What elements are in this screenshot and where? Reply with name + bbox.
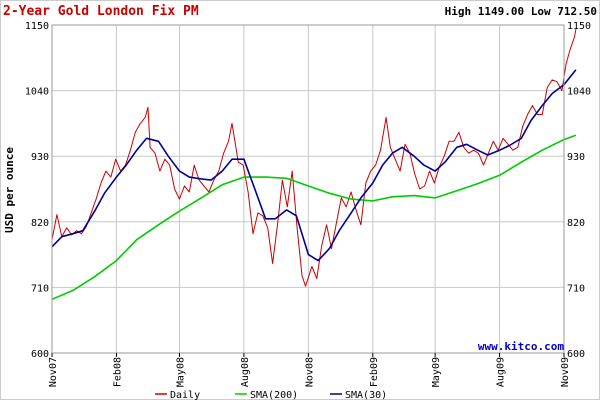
y-tick-label-left: 1150 — [25, 21, 49, 32]
x-tick-label: Feb08 — [112, 357, 123, 387]
y-axis-label: USD per ounce — [3, 147, 16, 233]
tick-labels: 600 600 710 710 820 820 930 930 1040 1040 1150 1150… — [25, 21, 591, 387]
y-tick-label-left: 710 — [31, 283, 49, 294]
x-tick-label: Nov09 — [560, 357, 571, 387]
legend-label: Daily — [170, 390, 200, 400]
x-tick-label: Nov08 — [304, 357, 315, 387]
x-tick-label: Aug09 — [496, 357, 507, 387]
x-tick-label: Nov07 — [48, 357, 59, 387]
legend-label: SMA(30) — [345, 390, 387, 400]
y-tick-label-left: 820 — [31, 218, 49, 229]
series-layer — [51, 29, 577, 301]
y-tick-label-left: 1040 — [25, 87, 49, 98]
series-line-sma-30 — [51, 69, 577, 262]
x-tick-label: May09 — [431, 357, 442, 387]
y-tick-label-right: 710 — [567, 283, 585, 294]
x-tick-label: Feb09 — [369, 357, 380, 387]
high-low-label: High 1149.00 Low 712.50 — [445, 5, 597, 18]
y-tick-label-right: 1040 — [567, 87, 591, 98]
y-tick-label-right: 820 — [567, 218, 585, 229]
y-tick-label-left: 930 — [31, 152, 49, 163]
y-tick-label-right: 1150 — [567, 21, 591, 32]
watermark: www.kitco.com — [478, 340, 564, 353]
chart-title: 2-Year Gold London Fix PM — [3, 4, 199, 19]
y-tick-label-right: 600 — [567, 349, 585, 360]
x-tick-label: Aug08 — [240, 357, 251, 387]
legend-label: SMA(200) — [250, 390, 298, 400]
legend: Daily SMA(200) SMA(30) — [155, 390, 387, 400]
x-tick-label: May08 — [175, 357, 186, 387]
series-line-sma-200 — [51, 134, 577, 301]
y-tick-label-right: 930 — [567, 152, 585, 163]
series-line-daily — [51, 29, 577, 287]
y-tick-label-left: 600 — [31, 349, 49, 360]
